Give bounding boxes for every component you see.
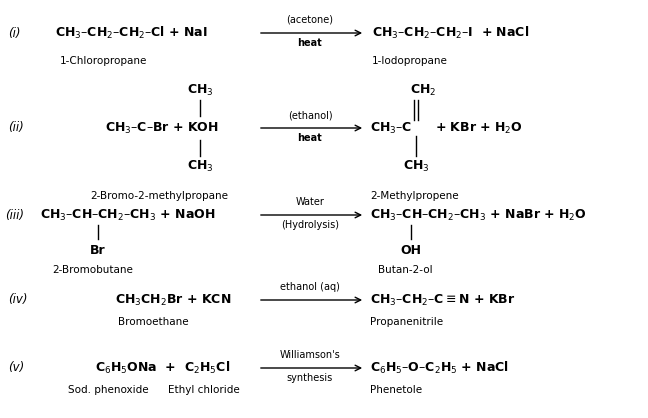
Text: Butan-2-ol: Butan-2-ol: [378, 265, 433, 275]
Text: 1-Iodopropane: 1-Iodopropane: [372, 56, 448, 66]
Text: (ethanol): (ethanol): [288, 110, 332, 120]
Text: 2-Methylpropene: 2-Methylpropene: [370, 191, 459, 201]
Text: 2-Bromo-2-methylpropane: 2-Bromo-2-methylpropane: [90, 191, 228, 201]
Text: Sod. phenoxide: Sod. phenoxide: [68, 385, 148, 395]
Text: CH$_3$: CH$_3$: [187, 158, 213, 173]
Text: OH: OH: [400, 244, 421, 257]
Text: C$_6$H$_5$ONa  +  C$_2$H$_5$Cl: C$_6$H$_5$ONa + C$_2$H$_5$Cl: [95, 360, 230, 376]
Text: Propanenitrile: Propanenitrile: [370, 317, 443, 327]
Text: ethanol (aq): ethanol (aq): [280, 282, 340, 292]
Text: heat: heat: [297, 38, 322, 48]
Text: CH$_3$–C: CH$_3$–C: [370, 120, 412, 135]
Text: Br: Br: [90, 244, 106, 257]
Text: CH$_3$–CH$_2$–CH$_2$–I  + NaCl: CH$_3$–CH$_2$–CH$_2$–I + NaCl: [372, 25, 529, 41]
Text: (acetone): (acetone): [286, 15, 334, 25]
Text: (v): (v): [8, 362, 24, 375]
Text: CH$_3$–C–Br + KOH: CH$_3$–C–Br + KOH: [105, 120, 219, 135]
Text: (iii): (iii): [5, 209, 24, 222]
Text: CH$_3$: CH$_3$: [402, 158, 430, 173]
Text: CH$_3$–CH$_2$–C$\equiv$N + KBr: CH$_3$–CH$_2$–C$\equiv$N + KBr: [370, 293, 515, 308]
Text: CH$_3$: CH$_3$: [187, 82, 213, 97]
Text: + KBr + H$_2$O: + KBr + H$_2$O: [435, 120, 523, 135]
Text: C$_6$H$_5$–O–C$_2$H$_5$ + NaCl: C$_6$H$_5$–O–C$_2$H$_5$ + NaCl: [370, 360, 509, 376]
Text: CH$_3$–CH–CH$_2$–CH$_3$ + NaOH: CH$_3$–CH–CH$_2$–CH$_3$ + NaOH: [40, 207, 215, 222]
Text: (ii): (ii): [8, 122, 24, 135]
Text: (iv): (iv): [8, 293, 27, 306]
Text: 1-Chloropropane: 1-Chloropropane: [60, 56, 147, 66]
Text: Williamson's: Williamson's: [280, 350, 340, 360]
Text: CH$_2$: CH$_2$: [410, 82, 436, 97]
Text: CH$_3$–CH–CH$_2$–CH$_3$ + NaBr + H$_2$O: CH$_3$–CH–CH$_2$–CH$_3$ + NaBr + H$_2$O: [370, 207, 587, 222]
Text: Bromoethane: Bromoethane: [118, 317, 189, 327]
Text: Phenetole: Phenetole: [370, 385, 422, 395]
Text: synthesis: synthesis: [287, 373, 333, 383]
Text: Ethyl chloride: Ethyl chloride: [168, 385, 240, 395]
Text: Water: Water: [295, 197, 325, 207]
Text: heat: heat: [297, 133, 322, 143]
Text: (Hydrolysis): (Hydrolysis): [281, 220, 339, 230]
Text: CH$_3$CH$_2$Br + KCN: CH$_3$CH$_2$Br + KCN: [115, 293, 231, 308]
Text: CH$_3$–CH$_2$–CH$_2$–Cl + NaI: CH$_3$–CH$_2$–CH$_2$–Cl + NaI: [55, 25, 208, 41]
Text: (i): (i): [8, 26, 21, 39]
Text: 2-Bromobutane: 2-Bromobutane: [52, 265, 133, 275]
